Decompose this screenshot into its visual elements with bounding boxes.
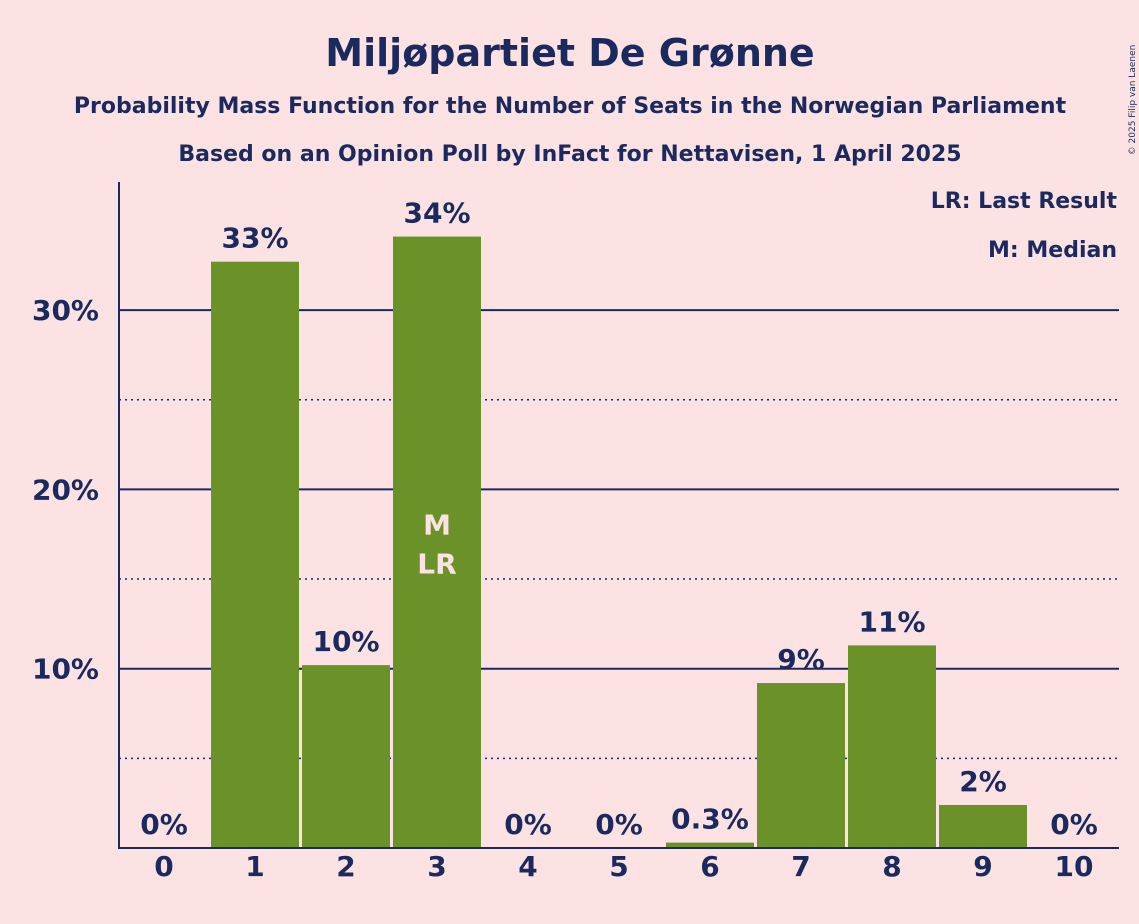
bar-seat-2 (302, 665, 390, 848)
x-tick-label: 9 (973, 850, 992, 883)
bar-seat-9 (939, 804, 1027, 848)
bar-seat-8 (848, 645, 936, 848)
median-marker: M (423, 508, 451, 541)
chart-subtitle-2: Based on an Opinion Poll by InFact for N… (178, 142, 961, 167)
x-tick-label: 4 (518, 850, 537, 883)
legend-entry-median: M: Median (988, 238, 1117, 263)
last-result-marker: LR (417, 547, 456, 580)
y-tick-label: 20% (32, 473, 99, 506)
x-tick-label: 7 (791, 850, 810, 883)
data-label: 33% (221, 222, 288, 255)
chart-subtitle: Probability Mass Function for the Number… (74, 94, 1067, 119)
bar-seat-7 (757, 683, 845, 848)
y-tick-label: 30% (32, 294, 99, 327)
data-label: 0% (140, 808, 188, 841)
x-tick-label: 2 (336, 850, 355, 883)
data-label: 0% (504, 808, 552, 841)
bar-seat-3 (393, 236, 481, 848)
data-label: 0% (595, 808, 643, 841)
data-label: 0% (1050, 808, 1098, 841)
bar-seat-6 (666, 842, 754, 848)
data-label: 11% (858, 605, 925, 638)
data-label: 9% (777, 643, 825, 676)
data-label: 34% (403, 197, 470, 230)
data-label: 0.3% (671, 803, 749, 836)
chart-title: Miljøpartiet De Grønne (325, 31, 814, 75)
x-tick-label: 0 (154, 850, 173, 883)
x-tick-label: 6 (700, 850, 719, 883)
x-tick-label: 10 (1055, 850, 1094, 883)
legend-entry-last-result: LR: Last Result (931, 189, 1118, 214)
data-label: 2% (959, 765, 1007, 798)
bar-seat-1 (211, 261, 299, 849)
x-tick-label: 3 (427, 850, 446, 883)
data-label: 10% (312, 625, 379, 658)
copyright-notice: © 2025 Filip van Laenen (1128, 45, 1138, 156)
x-tick-label: 8 (882, 850, 901, 883)
x-tick-label: 1 (245, 850, 264, 883)
y-tick-label: 10% (32, 653, 99, 686)
plot-area: 10% 20% 30% 0 1 2 3 4 5 6 7 8 9 10 0% 33% 10% 34% 0% 0% 0.3%… (32, 182, 1119, 883)
x-tick-label: 5 (609, 850, 628, 883)
